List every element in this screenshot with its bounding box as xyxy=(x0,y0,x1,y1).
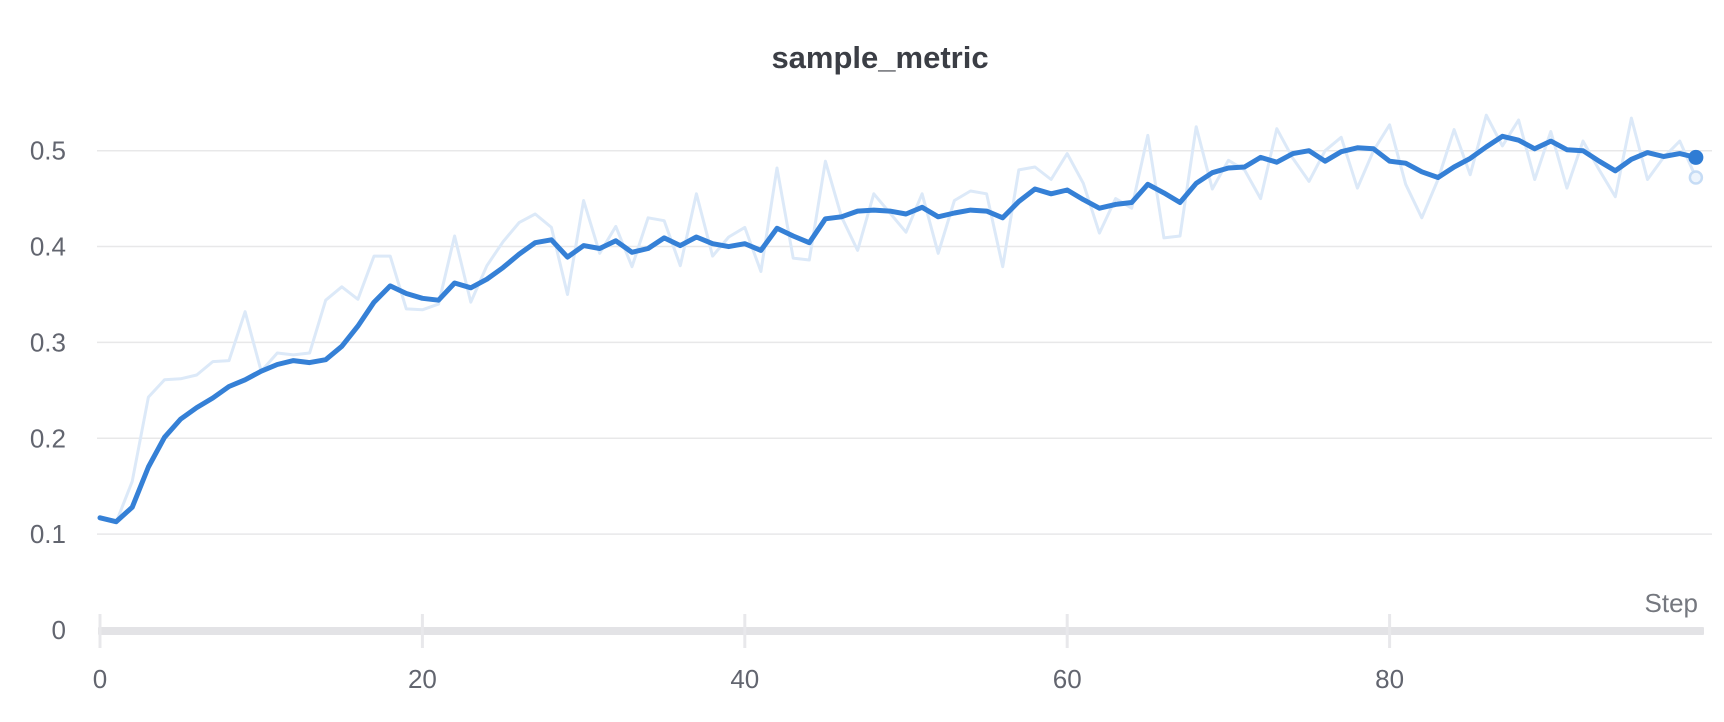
x-tick-label: 40 xyxy=(730,664,759,694)
end-markers xyxy=(1688,149,1704,185)
raw-endpoint-ring xyxy=(1688,170,1704,185)
gridlines xyxy=(97,149,1712,535)
axis-labels: 0 0.1 0.2 0.3 0.4 0.5 0 20 40 60 80 xyxy=(30,136,1404,694)
x-tick-label: 80 xyxy=(1375,664,1404,694)
smoothed-endpoint-dot xyxy=(1688,149,1704,165)
raw-series-line xyxy=(98,113,1698,525)
x-tick-label: 0 xyxy=(93,664,107,694)
smoothed-series-line xyxy=(97,133,1699,525)
y-tick-label: 0.5 xyxy=(30,136,66,166)
x-axis-baseline xyxy=(98,627,1704,635)
y-tick-label: 0.2 xyxy=(30,423,66,453)
chart-title: sample_metric xyxy=(771,40,988,75)
x-axis xyxy=(98,614,1704,648)
y-tick-label: 0.4 xyxy=(30,232,66,262)
x-axis-title: Step xyxy=(1645,588,1699,618)
y-tick-label: 0.1 xyxy=(30,519,66,549)
y-tick-label: 0.3 xyxy=(30,327,66,357)
series-lines xyxy=(97,113,1699,525)
x-tick-label: 20 xyxy=(408,664,437,694)
x-tick-label: 60 xyxy=(1053,664,1082,694)
y-tick-label: 0 xyxy=(52,615,66,645)
